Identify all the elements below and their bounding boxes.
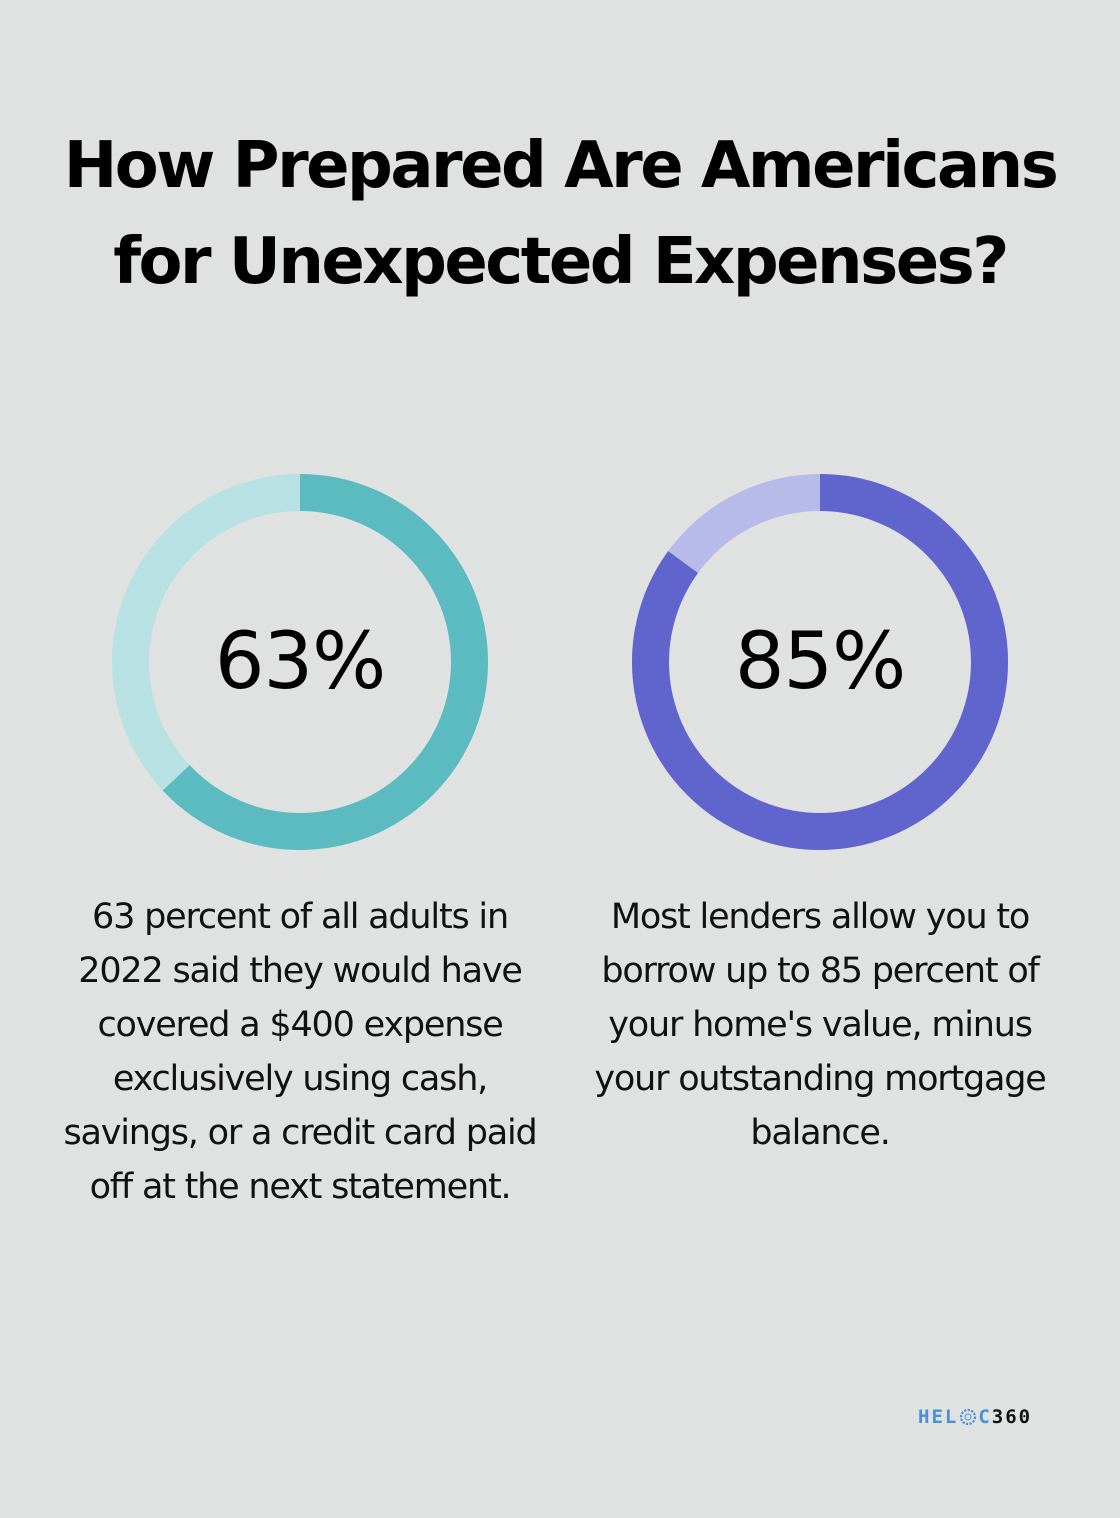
- donut-ring: [112, 474, 488, 850]
- donut-ring: [632, 474, 1008, 850]
- stat-description-63: 63 percent of all adults in 2022 said th…: [63, 897, 537, 1207]
- logo-text-360: 360: [991, 1406, 1033, 1428]
- swirl-o-icon: [959, 1408, 977, 1426]
- donut-center-label: 85%: [734, 617, 906, 707]
- heloc360-logo: HEL C 360: [918, 1405, 1032, 1429]
- donut-chart-63: 63%: [110, 472, 490, 852]
- donut-chart-85: 85%: [630, 472, 1010, 852]
- logo-text-c: C: [978, 1406, 992, 1428]
- stat-description-85: Most lenders allow you to borrow up to 8…: [594, 897, 1046, 1153]
- logo-text-hel: HEL: [918, 1406, 959, 1428]
- donut-center-label: 63%: [214, 617, 386, 707]
- donut-value-arc: [112, 474, 488, 850]
- page-title: How Prepared Are Americans for Unexpecte…: [63, 129, 1059, 299]
- donut-value-arc: [632, 474, 1008, 850]
